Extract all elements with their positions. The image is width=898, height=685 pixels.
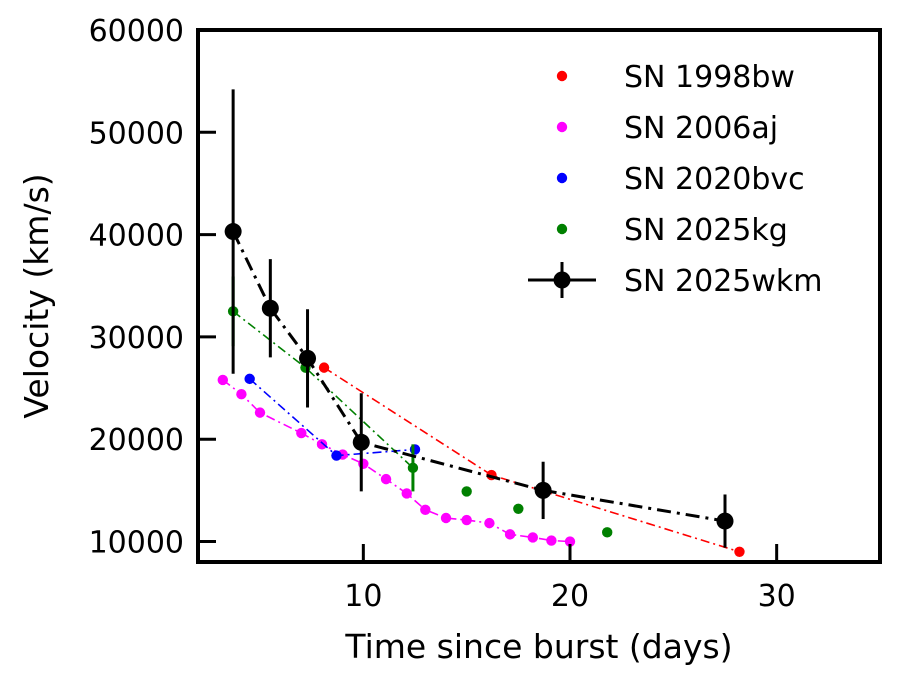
y-axis-title: Velocity (km/s): [17, 173, 56, 418]
data-point: [527, 532, 538, 543]
data-point: [299, 349, 317, 367]
data-point: [534, 481, 552, 499]
legend-label: SN 2006aj: [624, 111, 778, 146]
x-tick-label: 20: [551, 579, 589, 614]
legend-marker: [556, 70, 568, 82]
data-point: [602, 527, 613, 538]
x-tick-label: 30: [758, 579, 796, 614]
data-point: [513, 503, 524, 514]
legend-label: SN 2025wkm: [624, 264, 823, 299]
data-point: [318, 362, 330, 373]
legend-entry-sn-2020bvc: SN 2020bvc: [556, 162, 805, 197]
y-tick-label: 20000: [89, 423, 184, 458]
data-point: [352, 433, 370, 451]
legend-label: SN 1998bw: [624, 60, 795, 95]
data-point: [716, 512, 734, 530]
series-sn-1998bw: [318, 362, 745, 557]
data-point: [461, 486, 472, 497]
plot-frame: [196, 28, 882, 564]
y-tick-label: 60000: [89, 14, 184, 49]
series-sn-2025wkm: [224, 89, 734, 548]
legend-entry-sn-2025kg: SN 2025kg: [556, 213, 788, 248]
data-point: [409, 444, 421, 455]
legend-marker: [556, 172, 568, 184]
data-point: [504, 529, 516, 540]
series-sn-2025kg: [227, 276, 613, 538]
data-point: [401, 488, 412, 499]
y-tick-label: 40000: [89, 219, 184, 254]
legend-marker: [556, 223, 568, 235]
legend-label: SN 2020bvc: [624, 162, 805, 197]
x-tick-label: 10: [344, 579, 382, 614]
ticks-layer: 10 20 30 10000 20000 30000 40000 50000 60000: [89, 14, 796, 614]
data-point: [224, 223, 242, 241]
data-point: [261, 299, 279, 317]
y-tick-label: 30000: [89, 321, 184, 356]
legend-entry-sn-1998bw: SN 1998bw: [556, 60, 795, 95]
data-point: [358, 458, 369, 469]
data-point: [546, 535, 557, 546]
data-layer: [217, 89, 745, 557]
series-line: [231, 230, 726, 523]
series-line: [222, 379, 571, 543]
data-point: [236, 389, 247, 400]
data-point: [440, 512, 452, 524]
data-point: [244, 373, 255, 385]
legend-label: SN 2025kg: [624, 213, 788, 248]
series-line: [249, 378, 416, 457]
data-point: [254, 407, 266, 418]
data-point: [461, 514, 472, 526]
legend-marker: [553, 271, 571, 289]
legend-marker: [556, 121, 568, 133]
legend-entry-sn-2006aj: SN 2006aj: [556, 111, 778, 146]
x-axis-title: Time since burst (days): [344, 627, 732, 666]
data-point: [331, 450, 342, 461]
data-point: [420, 504, 431, 516]
data-point: [217, 374, 228, 386]
data-point: [484, 517, 495, 529]
data-point: [296, 427, 307, 439]
y-tick-label: 10000: [89, 526, 184, 561]
series-line: [323, 366, 740, 553]
data-point: [407, 462, 419, 474]
data-point: [734, 546, 745, 557]
legend: SN 1998bw SN 2006aj SN 2020bvc SN 2025kg SN …: [528, 60, 823, 299]
series-sn-2006aj: [217, 374, 576, 547]
legend-entry-sn-2025wkm: SN 2025wkm: [528, 262, 823, 299]
data-point: [380, 473, 392, 485]
data-point: [316, 439, 328, 450]
data-point: [564, 536, 576, 547]
y-tick-label: 50000: [89, 116, 184, 151]
